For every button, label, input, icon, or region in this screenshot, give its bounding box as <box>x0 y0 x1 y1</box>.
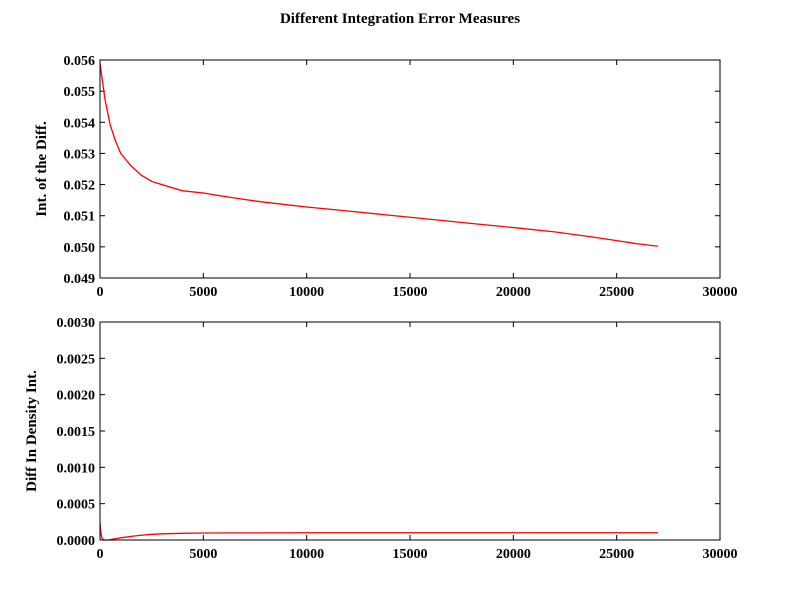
x-tick-label: 5000 <box>189 285 217 300</box>
x-tick-label: 25000 <box>599 285 634 300</box>
y-tick-label: 0.0005 <box>57 498 96 513</box>
y-tick-label: 0.053 <box>64 147 96 162</box>
x-tick-label: 15000 <box>393 547 428 562</box>
x-tick-label: 10000 <box>289 547 324 562</box>
ticks-bottom <box>99 321 721 541</box>
x-tick-label: 20000 <box>496 547 531 562</box>
x-tick-label: 30000 <box>703 285 738 300</box>
x-tick-label: 10000 <box>289 285 324 300</box>
x-tick-label: 25000 <box>599 547 634 562</box>
x-tick-label: 20000 <box>496 285 531 300</box>
y-tick-label: 0.055 <box>64 85 96 100</box>
y-tick-label: 0.0020 <box>57 389 96 404</box>
y-tick-label: 0.0000 <box>57 534 96 549</box>
y-tick-label: 0.054 <box>64 116 96 131</box>
axes-frame-bottom <box>99 321 721 541</box>
y-tick-label: 0.0025 <box>57 352 96 367</box>
y-tick-label: 0.0010 <box>57 461 96 476</box>
tick-labels-bottom: 0 5000 10000 15000 20000 25000 30000 0.0000 0.00… <box>57 316 738 562</box>
y-tick-label: 0.0015 <box>57 425 96 440</box>
y-tick-label: 0.052 <box>64 179 96 194</box>
y-tick-label: 0.051 <box>64 210 96 225</box>
x-tick-label: 15000 <box>393 285 428 300</box>
figure-title: Different Integration Error Measures <box>280 11 520 27</box>
subplot-bottom: 0 5000 10000 15000 20000 25000 30000 0.0000 0.00… <box>24 316 738 562</box>
x-tick-label: 0 <box>97 547 104 562</box>
axes-frame-top <box>99 59 721 279</box>
series-line-top <box>99 63 659 247</box>
y-tick-label: 0.056 <box>64 54 96 69</box>
x-tick-label: 5000 <box>189 547 217 562</box>
series-line-bottom <box>99 522 658 541</box>
y-axis-label-top: Int. of the Diff. <box>34 121 50 217</box>
y-axis-label-bottom: Diff In Density Int. <box>24 370 40 492</box>
y-tick-label: 0.0030 <box>57 316 96 331</box>
x-tick-label: 0 <box>97 285 104 300</box>
subplot-top: 0 5000 10000 15000 20000 25000 30000 0.049 0.050… <box>34 54 738 300</box>
ticks-top <box>99 59 721 279</box>
tick-labels-top: 0 5000 10000 15000 20000 25000 30000 0.049 0.050… <box>64 54 738 300</box>
y-tick-label: 0.050 <box>64 241 96 256</box>
y-tick-label: 0.049 <box>64 272 96 287</box>
x-tick-label: 30000 <box>703 547 738 562</box>
